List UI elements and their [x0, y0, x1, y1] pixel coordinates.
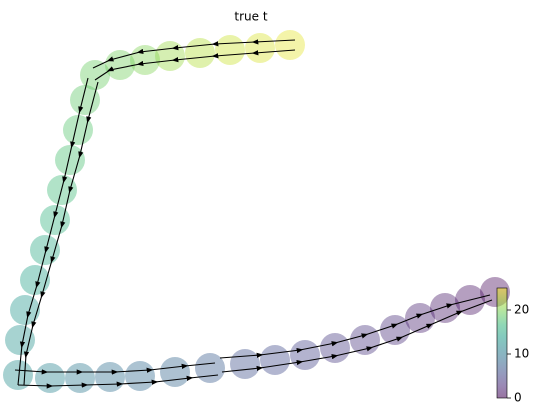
point — [185, 38, 215, 68]
streamline — [23, 81, 99, 386]
streamlines — [14, 39, 493, 389]
point — [35, 363, 65, 393]
colorbar-tick-label: 0 — [514, 391, 522, 405]
point — [215, 35, 245, 65]
point — [290, 340, 320, 370]
point — [125, 361, 155, 391]
point — [160, 357, 190, 387]
colorbar-tick-label: 10 — [514, 347, 529, 361]
point — [80, 60, 110, 90]
point — [130, 45, 160, 75]
point — [275, 30, 305, 60]
point — [30, 235, 60, 265]
point — [95, 362, 125, 392]
point — [10, 295, 40, 325]
point — [350, 325, 380, 355]
point — [245, 33, 275, 63]
colorbar — [496, 287, 508, 399]
point — [65, 363, 95, 393]
colorbar-tick-label: 20 — [514, 303, 529, 317]
point — [320, 333, 350, 363]
point — [55, 145, 85, 175]
point — [5, 325, 35, 355]
points — [3, 30, 510, 393]
chart-title: true t — [234, 10, 267, 24]
streamline — [17, 374, 219, 389]
streamline — [221, 299, 493, 373]
streamline — [94, 49, 296, 81]
streamline — [14, 362, 216, 375]
point — [260, 345, 290, 375]
point — [155, 41, 185, 71]
point — [230, 349, 260, 379]
